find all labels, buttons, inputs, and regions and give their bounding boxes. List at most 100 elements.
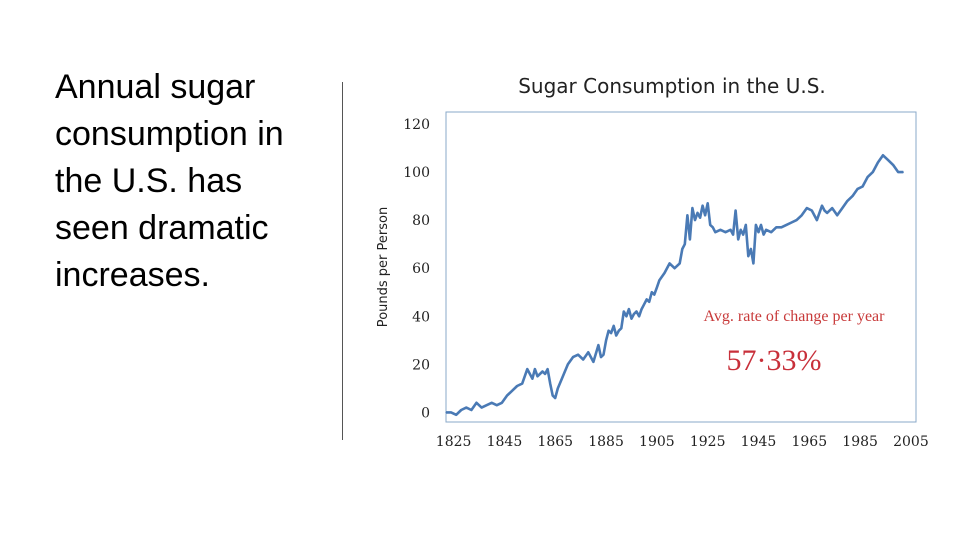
data-point (796, 219, 798, 221)
data-point (455, 414, 457, 416)
x-tick-label: 2005 (893, 434, 929, 450)
data-point (742, 234, 744, 236)
plot-frame (445, 111, 917, 423)
y-ticks: 0 20 40 60 80 100 120 (403, 117, 430, 421)
data-point (851, 195, 854, 197)
y-tick-label: 100 (403, 165, 430, 181)
sugar-consumption-chart: Sugar Consumption in the U.S. Pounds per… (376, 74, 929, 450)
slide-text-line: seen dramatic (55, 209, 269, 247)
data-point (694, 219, 696, 221)
data-point (811, 209, 813, 212)
data-point (641, 308, 643, 310)
x-tick-label: 1865 (537, 434, 573, 450)
data-point (801, 214, 803, 216)
data-point (724, 231, 727, 233)
data-point (732, 234, 734, 236)
data-point (696, 212, 699, 214)
data-point (755, 224, 757, 226)
data-point (707, 202, 709, 204)
data-point (691, 207, 693, 209)
data-point (460, 409, 462, 411)
data-point (635, 310, 638, 313)
slide-text-line: increases. (55, 256, 210, 294)
data-point (831, 207, 833, 209)
data-point (541, 370, 544, 373)
data-point (719, 229, 721, 231)
data-point (826, 212, 828, 214)
data-point (699, 217, 701, 219)
data-point (737, 238, 739, 240)
data-point (656, 286, 658, 288)
x-ticks: 1825 1845 1865 1885 1905 1925 1945 1965 1985 2005 (436, 434, 929, 450)
data-point (821, 205, 823, 207)
x-tick-label: 1845 (487, 434, 523, 450)
slide-text-line: consumption in (55, 115, 284, 153)
data-point (740, 229, 742, 231)
y-tick-label: 120 (403, 117, 430, 133)
data-point (679, 262, 681, 264)
data-point (470, 409, 472, 411)
data-point (572, 356, 574, 358)
data-point (445, 411, 447, 413)
data-point (806, 207, 808, 209)
data-point (615, 334, 617, 337)
data-point (450, 411, 452, 413)
data-point (902, 171, 904, 173)
data-point (618, 330, 620, 332)
data-point (620, 327, 622, 329)
data-point (689, 238, 691, 240)
data-point (547, 368, 549, 370)
data-point (684, 243, 686, 245)
data-point (582, 358, 584, 361)
data-point (704, 214, 706, 216)
chart-title: Sugar Consumption in the U.S. (518, 74, 826, 98)
data-point (735, 209, 737, 212)
data-point (516, 385, 518, 387)
data-point (506, 395, 508, 397)
data-point (770, 231, 772, 233)
data-point (481, 407, 483, 409)
data-point (882, 154, 884, 156)
series-line-group (445, 154, 904, 417)
data-point (729, 229, 732, 231)
data-point (757, 231, 760, 233)
data-point (534, 368, 536, 370)
data-point (465, 407, 467, 409)
data-point (790, 221, 793, 224)
y-tick-label: 20 (412, 357, 430, 373)
data-point (867, 176, 869, 178)
data-point (605, 339, 607, 341)
data-point (557, 387, 559, 389)
data-point (521, 383, 523, 385)
data-point (745, 224, 747, 226)
data-point (628, 308, 630, 310)
data-point (765, 229, 767, 231)
data-point (486, 404, 488, 406)
data-point (651, 291, 653, 293)
y-axis-label: Pounds per Person (376, 207, 391, 327)
data-point (577, 354, 579, 356)
data-point (613, 325, 615, 327)
data-point (643, 303, 645, 305)
data-point (630, 318, 633, 320)
x-tick-label: 1885 (588, 434, 624, 450)
data-point (714, 231, 716, 233)
data-point (760, 224, 762, 226)
slide-text-line: Annual sugar (55, 68, 256, 106)
data-point (658, 279, 660, 281)
slide-text-line: the U.S. has (55, 162, 243, 200)
data-point (562, 375, 564, 377)
data-point (536, 375, 539, 377)
data-point (554, 397, 556, 399)
data-point (785, 224, 787, 226)
annotation-label: Avg. rate of change per year (704, 308, 886, 325)
data-point (663, 272, 666, 274)
data-point (608, 330, 610, 332)
data-point (544, 373, 546, 375)
y-tick-label: 80 (412, 213, 430, 229)
data-point (511, 390, 513, 392)
data-point (610, 332, 612, 334)
data-point (638, 315, 640, 317)
data-point (857, 188, 859, 190)
data-point (763, 234, 765, 236)
